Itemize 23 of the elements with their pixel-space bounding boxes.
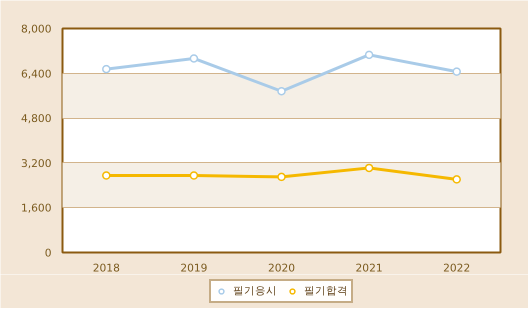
x-tick-label: 2019 [180, 262, 208, 274]
x-tick-label: 2018 [92, 262, 120, 274]
point [190, 54, 198, 63]
point [102, 64, 111, 74]
x-tick-label: 2022 [443, 262, 470, 274]
point [277, 172, 286, 182]
y-tick-label: 1,600 [20, 202, 52, 215]
legend-label: 필기응시 [233, 284, 277, 298]
y-tick-label: 0 [44, 246, 52, 260]
point [364, 50, 374, 60]
point [364, 164, 374, 172]
point [452, 67, 461, 76]
point [190, 171, 198, 180]
y-tick-label: 3,200 [20, 156, 52, 170]
y-tick-label: 8,000 [20, 22, 52, 36]
y-tick-label: 4,800 [20, 112, 52, 126]
legend-label: 필기합격 [304, 284, 348, 298]
point [452, 175, 461, 184]
y-tick-label: 6,400 [20, 67, 52, 80]
x-tick-label: 2021 [356, 262, 383, 274]
point [102, 171, 111, 180]
point [277, 86, 286, 96]
x-tick-label: 2020 [268, 262, 296, 274]
